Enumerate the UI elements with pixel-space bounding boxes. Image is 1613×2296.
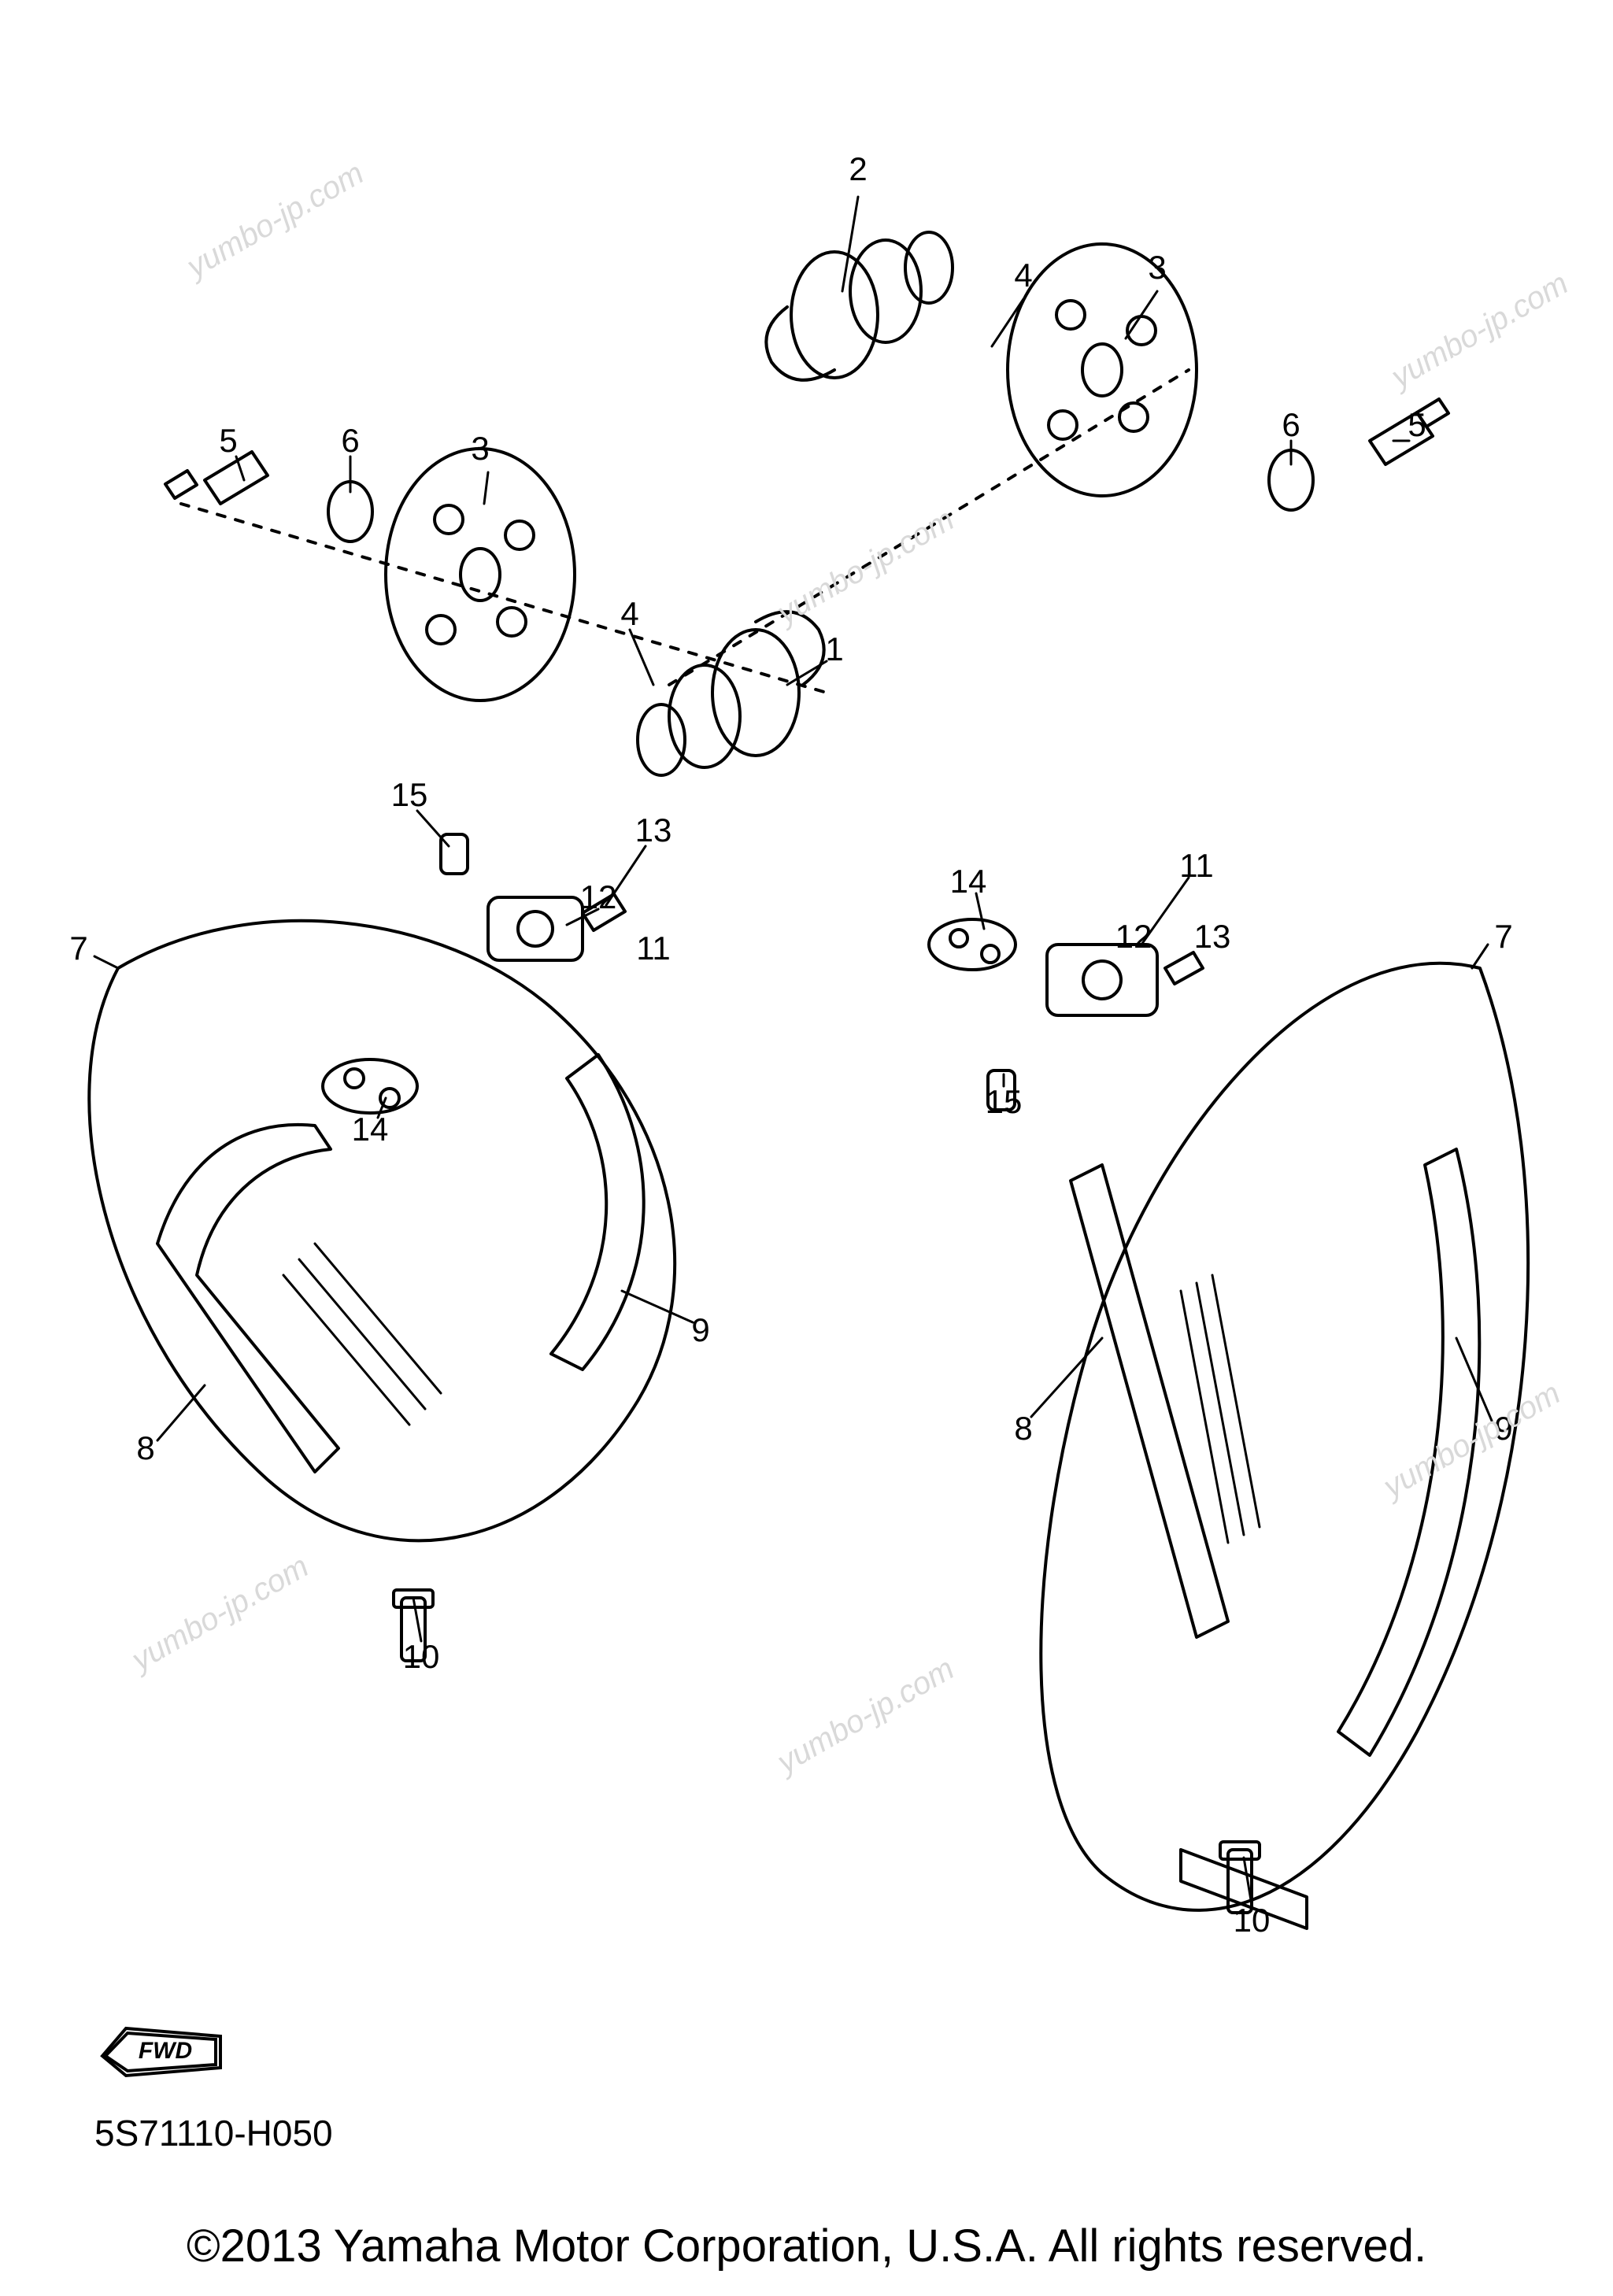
callout-5: 5	[219, 422, 237, 460]
page: 2 4 3 6 5 5 6 3 4 1 15 13 12 11 7 14 11 12 13 7 14 15 9 8 8 9 10 10…	[0, 0, 1613, 2296]
callout-11: 11	[636, 930, 671, 967]
callout-1: 1	[825, 630, 843, 668]
callout-9: 9	[691, 1311, 709, 1349]
fwd-label: FWD	[139, 2038, 192, 2064]
callout-3: 3	[471, 430, 489, 468]
callout-4: 4	[620, 595, 638, 633]
callout-10: 10	[403, 1638, 440, 1676]
callout-7: 7	[1494, 918, 1512, 956]
callout-8: 8	[1014, 1410, 1032, 1447]
callout-10: 10	[1234, 1902, 1271, 1939]
callout-5: 5	[1408, 406, 1426, 444]
callout-14: 14	[352, 1111, 389, 1148]
callout-12: 12	[580, 878, 617, 916]
callout-2: 2	[849, 150, 867, 188]
callout-14: 14	[950, 863, 987, 900]
callout-4: 4	[1014, 257, 1032, 294]
callout-15: 15	[391, 776, 428, 814]
callout-11: 11	[1179, 847, 1214, 885]
diagram-code: 5S71110-H050	[94, 2112, 333, 2154]
callout-13: 13	[1194, 918, 1231, 956]
callout-15: 15	[986, 1083, 1023, 1121]
parts-diagram	[0, 0, 1613, 2296]
callout-12: 12	[1115, 918, 1152, 956]
callout-13: 13	[635, 812, 672, 849]
callout-9: 9	[1494, 1410, 1512, 1447]
callout-8: 8	[136, 1429, 154, 1467]
callout-7: 7	[69, 930, 87, 967]
copyright-text: ©2013 Yamaha Motor Corporation, U.S.A. A…	[0, 2220, 1613, 2272]
callout-6: 6	[341, 422, 359, 460]
fwd-badge-icon: FWD	[94, 2013, 228, 2083]
callout-3: 3	[1148, 249, 1166, 287]
callout-6: 6	[1282, 406, 1300, 444]
